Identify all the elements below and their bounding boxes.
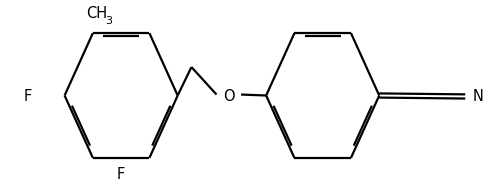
Text: N: N [473, 89, 484, 104]
Text: CH: CH [86, 6, 107, 20]
Text: O: O [223, 89, 235, 104]
Text: F: F [117, 167, 125, 182]
Text: 3: 3 [106, 16, 112, 26]
Text: F: F [24, 89, 32, 104]
